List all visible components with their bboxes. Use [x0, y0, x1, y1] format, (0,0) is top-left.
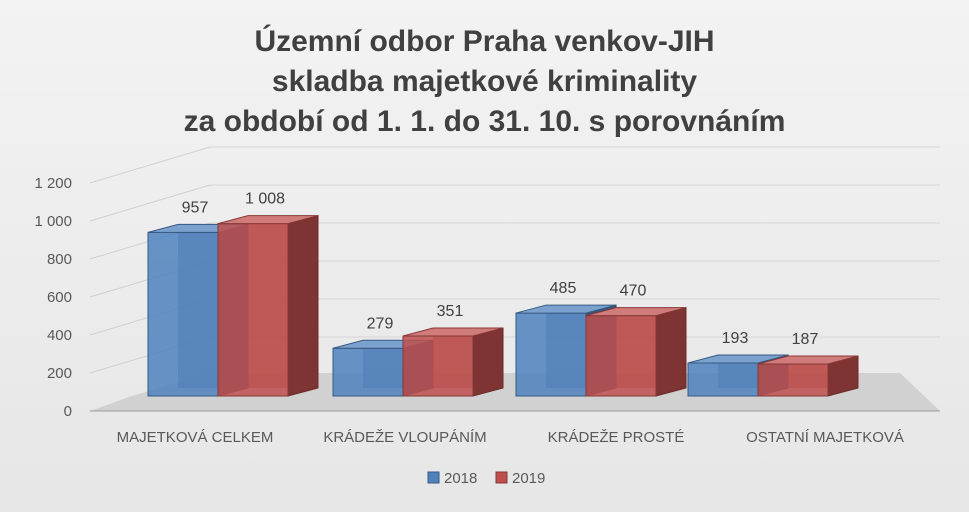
- x-tick-label: OSTATNÍ MAJETKOVÁ: [746, 429, 904, 446]
- legend-swatch-2019: [495, 471, 508, 484]
- y-tick-label: 0: [64, 403, 72, 420]
- x-tick-label: MAJETKOVÁ CELKEM: [117, 429, 274, 446]
- data-label-2018-1: 957: [182, 199, 209, 216]
- bar-2019-1: [217, 214, 319, 397]
- data-label-2018-2: 279: [367, 315, 394, 332]
- data-label-2019-1: 1 008: [245, 191, 285, 208]
- bar-2019-4: [757, 355, 859, 397]
- y-tick-label: 1 200: [34, 175, 72, 192]
- y-tick-label: 1 000: [34, 213, 72, 230]
- legend-label-2018: 2018: [444, 470, 477, 487]
- legend: 2018 2019: [427, 470, 545, 487]
- data-label-2018-3: 485: [550, 280, 577, 297]
- y-axis: 0 200 400 600 800 1 000 1 200: [34, 175, 72, 420]
- x-tick-label: KRÁDEŽE VLOUPÁNÍM: [323, 429, 486, 446]
- data-label-2018-4: 193: [722, 330, 749, 347]
- legend-swatch-2018: [427, 471, 440, 484]
- bar-2019-2: [402, 327, 504, 397]
- chart-title-line-3: za období od 1. 1. do 31. 10. s porovnán…: [183, 105, 786, 138]
- chart-title-line-2: skladba majetkové kriminality: [271, 65, 698, 98]
- data-label-2019-4: 187: [792, 331, 819, 348]
- data-label-2019-3: 470: [620, 283, 647, 300]
- gridline-side: [89, 184, 211, 222]
- chart-title: Územní odbor Praha venkov-JIH skladba ma…: [0, 22, 969, 142]
- legend-label-2019: 2019: [512, 470, 545, 487]
- chart-title-line-1: Územní odbor Praha venkov-JIH: [254, 25, 715, 58]
- bar-2019-3: [585, 306, 687, 397]
- y-tick-label: 200: [47, 365, 72, 382]
- data-label-2019-2: 351: [437, 303, 464, 320]
- y-tick-label: 600: [47, 289, 72, 306]
- x-axis: MAJETKOVÁ CELKEM KRÁDEŽE VLOUPÁNÍM KRÁDEŽE…: [117, 429, 904, 446]
- bars: 957 1 008 279 351 485 470 193 187: [147, 191, 859, 397]
- y-tick-label: 800: [47, 251, 72, 268]
- x-tick-label: KRÁDEŽE PROSTÉ: [548, 429, 685, 446]
- y-tick-label: 400: [47, 327, 72, 344]
- gridline-side: [89, 146, 211, 184]
